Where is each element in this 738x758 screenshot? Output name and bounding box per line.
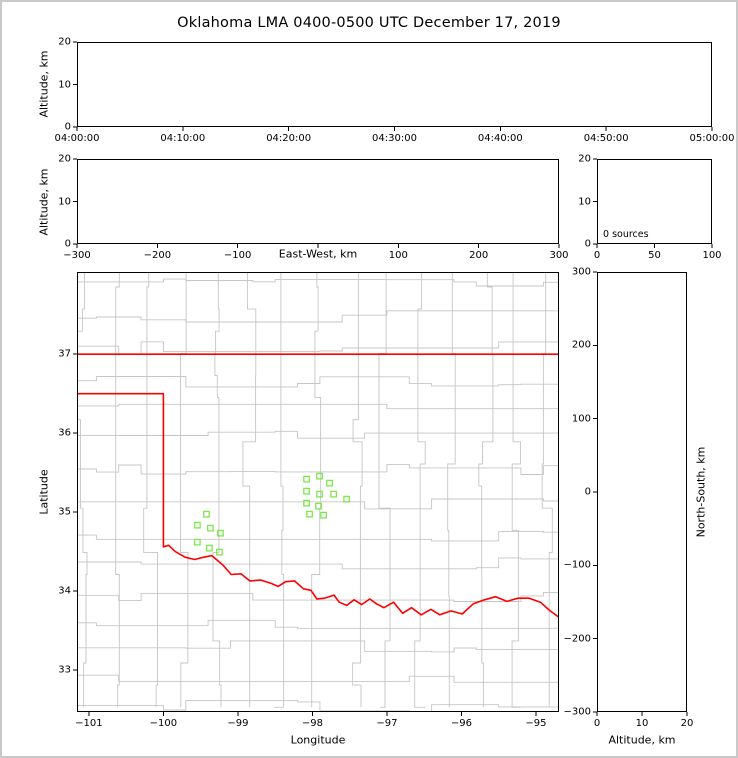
tick-label: 04:30:00 bbox=[372, 133, 417, 144]
tick-label: −100 bbox=[149, 718, 178, 729]
tick-label: 20 bbox=[58, 36, 71, 48]
lma-station-marker bbox=[315, 502, 322, 510]
tick-label: 10 bbox=[578, 196, 591, 207]
tick-label: −95 bbox=[525, 718, 547, 729]
tick-label: 0 bbox=[584, 486, 591, 498]
tick-label: −100 bbox=[563, 559, 591, 571]
tick-label: 10 bbox=[58, 79, 71, 90]
ns-panel-y-axis-label: North-South, km bbox=[694, 446, 708, 538]
tick-label: 0 bbox=[64, 121, 71, 133]
lma-station-marker bbox=[207, 524, 214, 532]
tick-label: 34 bbox=[58, 585, 71, 597]
tick-label: 36 bbox=[58, 427, 71, 439]
tick-label: −98 bbox=[301, 718, 323, 729]
ns-panel-x-axis-label: Altitude, km bbox=[608, 733, 676, 747]
tick-label: −101 bbox=[75, 718, 103, 729]
tick-label: 100 bbox=[388, 250, 408, 261]
tick-label: 04:00:00 bbox=[54, 133, 100, 144]
tick-label: 35 bbox=[58, 506, 71, 518]
tick-label: 04:20:00 bbox=[266, 133, 312, 144]
lma-station-marker bbox=[326, 479, 333, 487]
tick-label: −300 bbox=[63, 250, 91, 261]
lma-station-marker bbox=[330, 490, 338, 498]
source_histogram-panel bbox=[597, 159, 712, 244]
map-x-axis-label: Longitude bbox=[290, 733, 346, 747]
tick-label: 200 bbox=[571, 339, 591, 351]
lma-station-marker bbox=[306, 510, 313, 518]
lma-station-marker bbox=[193, 538, 201, 546]
ew-panel-x-axis-label: East-West, km bbox=[278, 247, 358, 261]
tick-label: 300 bbox=[571, 266, 591, 278]
tick-label: −97 bbox=[376, 718, 398, 729]
tick-label: 300 bbox=[549, 250, 569, 261]
lma-station-marker bbox=[303, 499, 310, 507]
lma-station-marker bbox=[205, 544, 213, 552]
tick-label: 10 bbox=[635, 718, 649, 729]
tick-label: −99 bbox=[227, 718, 249, 729]
time_height-panel bbox=[77, 42, 712, 127]
lma-station-marker bbox=[316, 490, 323, 498]
tick-label: −300 bbox=[563, 706, 591, 718]
ew-panel-y-axis-label: Altitude, km bbox=[37, 168, 51, 236]
figure-title: Oklahoma LMA 0400-0500 UTC December 17, … bbox=[177, 15, 561, 31]
tick-label: −96 bbox=[450, 718, 472, 729]
tick-label: 0 bbox=[593, 250, 601, 261]
lma-station-marker bbox=[320, 511, 327, 519]
tick-label: 0 bbox=[593, 718, 601, 729]
lma-station-marker bbox=[216, 548, 223, 556]
lma-station-marker bbox=[303, 475, 310, 483]
tick-label: 04:40:00 bbox=[477, 133, 523, 144]
tick-label: 50 bbox=[648, 250, 661, 261]
tick-label: 05:00:00 bbox=[689, 133, 735, 144]
tick-label: 20 bbox=[58, 153, 71, 165]
lma-station-marker bbox=[343, 495, 351, 503]
lma-station-marker bbox=[316, 472, 323, 480]
lma-station-marker bbox=[203, 510, 210, 518]
tick-label: −200 bbox=[563, 633, 591, 645]
tick-label: 37 bbox=[58, 348, 71, 360]
lma-station-marker bbox=[193, 521, 201, 529]
map-y-axis-label: Latitude bbox=[37, 469, 51, 515]
tick-label: 0 bbox=[584, 238, 591, 250]
ns_height-panel bbox=[597, 272, 687, 712]
tick-label: 20 bbox=[578, 153, 591, 165]
tick-label: 20 bbox=[680, 718, 694, 729]
tick-label: 100 bbox=[702, 250, 722, 261]
plan_view_map-panel bbox=[77, 272, 559, 712]
tick-label: −100 bbox=[223, 250, 252, 261]
ew_height-panel bbox=[77, 159, 559, 244]
tick-label: −200 bbox=[143, 250, 172, 261]
oklahoma-west-south-border bbox=[77, 392, 559, 618]
tick-label: 04:50:00 bbox=[583, 133, 629, 144]
time-panel-y-axis-label: Altitude, km bbox=[37, 50, 51, 118]
tick-label: 200 bbox=[469, 250, 489, 261]
tick-label: 0 bbox=[64, 238, 71, 250]
tick-label: 10 bbox=[58, 196, 71, 207]
tick-label: 33 bbox=[58, 664, 71, 676]
tick-label: 04:10:00 bbox=[160, 133, 206, 144]
source-count-annotation: 0 sources bbox=[603, 229, 649, 240]
tick-label: 100 bbox=[571, 413, 591, 425]
lma-station-markers bbox=[193, 472, 351, 556]
lma-station-marker bbox=[217, 529, 224, 537]
lma-station-marker bbox=[303, 487, 310, 495]
oklahoma-county-map bbox=[77, 272, 559, 712]
